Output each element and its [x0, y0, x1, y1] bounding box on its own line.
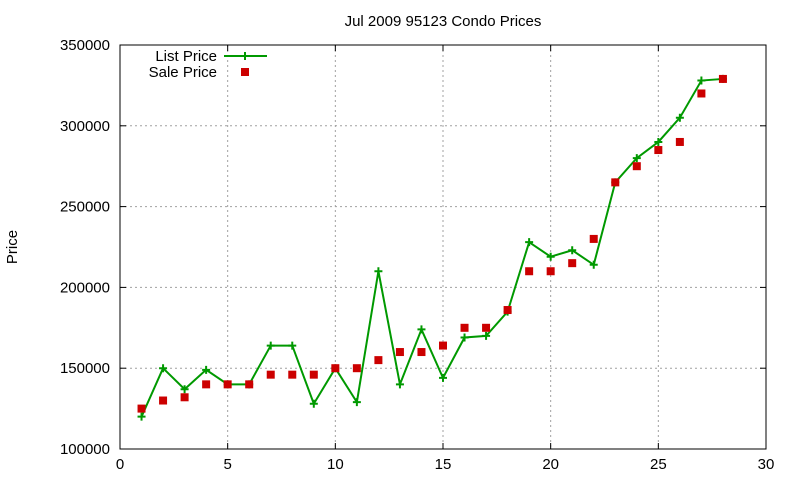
sale-price-point — [718, 74, 727, 83]
sale-price-point — [223, 380, 232, 389]
sale-price-point — [137, 404, 146, 413]
legend-marker-list-price — [241, 52, 249, 60]
sale-price-point — [374, 356, 383, 365]
list-price-point — [159, 364, 168, 373]
sale-price-point — [417, 348, 426, 357]
y-tick-label: 300000 — [60, 118, 110, 135]
list-price-point — [309, 399, 318, 408]
legend: List Price Sale Price — [149, 48, 267, 81]
sale-price-point — [675, 137, 684, 146]
list-price-point — [589, 260, 598, 269]
list-price-point — [675, 113, 684, 122]
sale-price-point — [331, 364, 340, 373]
x-tick-label: 20 — [542, 456, 559, 473]
sale-price-point — [352, 364, 361, 373]
list-price-point — [632, 154, 641, 163]
legend-marks — [224, 52, 267, 76]
list-price-point — [288, 341, 297, 350]
list-price-point — [374, 267, 383, 276]
list-price-point — [202, 365, 211, 374]
x-tick-label: 10 — [327, 456, 344, 473]
list-price-point — [352, 398, 361, 407]
sale-price-point — [439, 341, 447, 350]
sale-price-point — [568, 259, 577, 268]
sale-price-point — [632, 162, 641, 171]
sale-price-point — [395, 348, 404, 357]
sale-price-point — [460, 323, 469, 332]
x-tick-label: 25 — [650, 456, 667, 473]
grid-lines — [120, 45, 766, 449]
list-price-point — [460, 333, 469, 342]
list-price-point — [417, 325, 426, 334]
sale-price-point — [525, 267, 534, 276]
axis-ticks: 0 5 10 15 20 25 30 100000 150000 200000 250000 3000… — [60, 37, 774, 473]
list-price-point — [395, 380, 404, 389]
chart-title: Jul 2009 95123 Condo Prices — [345, 13, 542, 30]
list-price-point — [180, 385, 189, 394]
sale-price-point — [546, 267, 555, 276]
list-price-line — [140, 77, 724, 418]
sale-price-point — [202, 380, 211, 389]
sale-price-point — [309, 370, 318, 379]
sale-price-point — [697, 89, 706, 98]
sale-price-point — [159, 396, 168, 405]
y-tick-label: 150000 — [60, 360, 110, 377]
sale-price-point — [589, 234, 598, 243]
sale-price-point — [245, 380, 254, 389]
list-price-point — [439, 373, 447, 382]
list-price-point — [482, 331, 491, 340]
sale-price-point — [180, 393, 189, 402]
sale-price-point — [482, 323, 491, 332]
sale-price-point — [654, 146, 663, 155]
sale-price-point — [288, 370, 297, 379]
x-tick-label: 5 — [223, 456, 231, 473]
sale-price-point — [503, 306, 512, 315]
list-price-point — [546, 252, 555, 261]
series-layer — [137, 74, 727, 421]
legend-label-list-price: List Price — [155, 48, 217, 65]
legend-marker-sale-price — [241, 68, 249, 76]
y-tick-label: 100000 — [60, 441, 110, 458]
list-price-point — [137, 412, 146, 421]
x-tick-label: 15 — [435, 456, 452, 473]
list-price-point — [568, 246, 577, 255]
list-price-point — [266, 341, 275, 350]
sale-price-point — [611, 178, 620, 187]
y-tick-label: 200000 — [60, 279, 110, 296]
list-price-point — [654, 137, 663, 146]
y-tick-label: 250000 — [60, 199, 110, 216]
x-tick-label: 0 — [116, 456, 124, 473]
y-tick-label: 350000 — [60, 37, 110, 54]
sale-price-point — [266, 370, 275, 379]
legend-label-sale-price: Sale Price — [149, 64, 217, 81]
x-tick-label: 30 — [758, 456, 775, 473]
y-axis-label: Price — [4, 230, 21, 264]
list-price-point — [525, 238, 534, 247]
list-price-point — [697, 76, 706, 85]
